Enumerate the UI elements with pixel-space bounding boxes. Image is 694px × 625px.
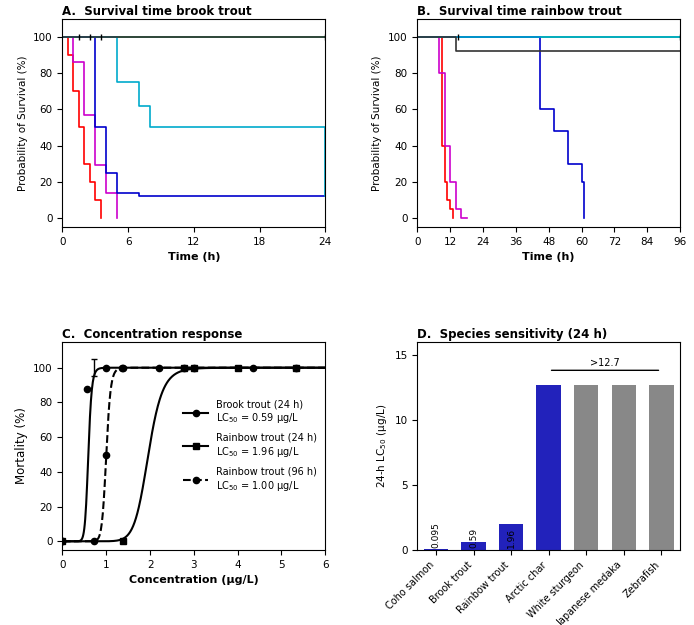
- Text: B.  Survival time rainbow trout: B. Survival time rainbow trout: [417, 4, 622, 18]
- Bar: [462, 542, 486, 550]
- Y-axis label: Mortality (%): Mortality (%): [15, 408, 28, 484]
- Bar: [499, 524, 523, 550]
- Bar: [611, 384, 636, 550]
- Legend: Brook trout (24 h)
LC$_{50}$ = 0.59 μg/L, Rainbow trout (24 h)
LC$_{50}$ = 1.96 : Brook trout (24 h) LC$_{50}$ = 0.59 μg/L…: [180, 395, 321, 496]
- X-axis label: Concentration (μg/L): Concentration (μg/L): [129, 575, 259, 585]
- Bar: [536, 384, 561, 550]
- Text: >12.7: >12.7: [590, 358, 620, 368]
- Bar: [424, 549, 448, 550]
- Bar: [574, 384, 598, 550]
- Text: C.  Concentration response: C. Concentration response: [62, 328, 243, 341]
- Text: A.  Survival time brook trout: A. Survival time brook trout: [62, 4, 252, 18]
- Y-axis label: 24-h LC$_{50}$ (μg/L): 24-h LC$_{50}$ (μg/L): [375, 404, 389, 488]
- Y-axis label: Probability of Survival (%): Probability of Survival (%): [373, 55, 382, 191]
- Text: 0.59: 0.59: [469, 528, 478, 548]
- Text: 0.095: 0.095: [432, 522, 441, 548]
- Y-axis label: Probability of Survival (%): Probability of Survival (%): [17, 55, 28, 191]
- X-axis label: Time (h): Time (h): [523, 253, 575, 262]
- Text: 1.96: 1.96: [507, 528, 516, 548]
- Text: D.  Species sensitivity (24 h): D. Species sensitivity (24 h): [417, 328, 607, 341]
- X-axis label: Time (h): Time (h): [168, 253, 220, 262]
- Bar: [649, 384, 674, 550]
